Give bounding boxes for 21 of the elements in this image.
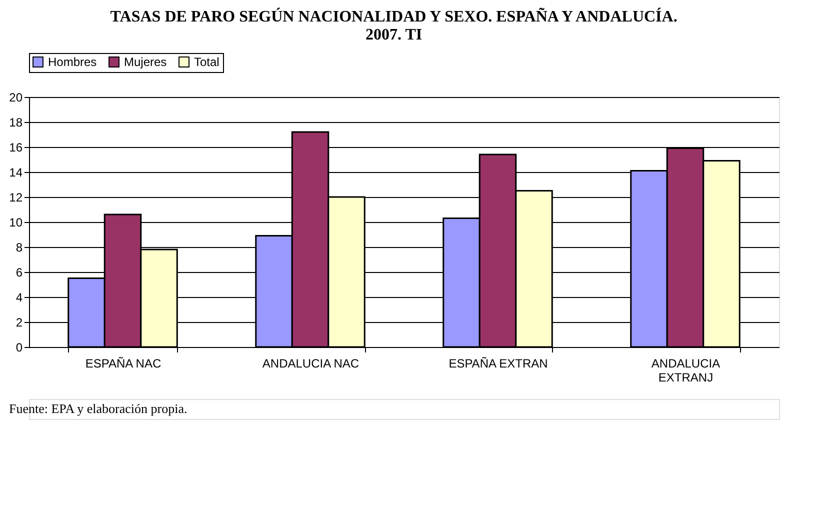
y-tick-label: 4 — [16, 290, 23, 304]
x-tick-label: ANDALUCIA NAC — [262, 356, 360, 370]
legend-label: Hombres — [48, 55, 97, 69]
text: TASAS DE PARO SEGÚN NACIONALIDAD Y SEXO. ESPAÑA Y ANDALUCÍA. — [110, 8, 678, 26]
y-tick-label: 6 — [16, 266, 23, 280]
y-tick-label: 12 — [9, 190, 23, 204]
y-tick-label: 10 — [9, 216, 23, 230]
x-tick-label: ESPAÑA EXTRAN — [448, 356, 548, 370]
y-tick-label: 18 — [9, 116, 23, 130]
x-tick-label: ESPAÑA NAC — [85, 356, 162, 370]
y-tick-label: 0 — [16, 340, 23, 354]
x-tick-label: ANDALUCIA EXTRANJ — [651, 356, 720, 384]
source-note: Fuente: EPA y elaboración propia. — [9, 401, 188, 416]
y-tick-label: 14 — [9, 166, 23, 180]
y-tick-label: 16 — [9, 140, 23, 154]
y-tick-label: 20 — [9, 90, 23, 104]
legend-label: Total — [194, 55, 220, 69]
y-tick-label: 8 — [16, 240, 23, 254]
y-tick-label: 2 — [16, 316, 23, 330]
text: 2007. TI — [366, 26, 422, 44]
legend-label: Mujeres — [124, 55, 167, 69]
